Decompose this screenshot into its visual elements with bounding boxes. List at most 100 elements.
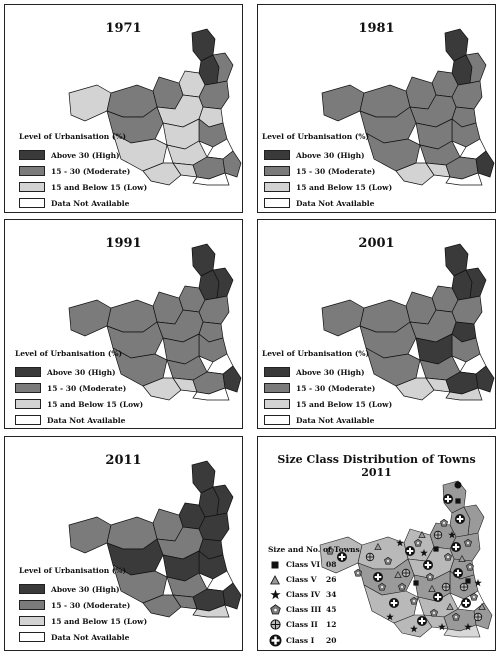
panel-title: 2001 [358, 236, 395, 251]
class-label: Class I [286, 636, 315, 645]
legend-row-low: 15 and Below 15 (Low) [19, 181, 147, 193]
district-sirsa [321, 299, 365, 337]
town-square-icon [433, 546, 439, 552]
town-pentagon-icon [426, 572, 434, 581]
legend-row-high: Above 30 (High) [264, 366, 365, 378]
town-circle-plus-icon [461, 598, 471, 608]
town-pentagon-icon [378, 582, 386, 591]
town-star-icon [474, 579, 482, 587]
class-label: Class V [286, 575, 317, 584]
town-circle-plus-icon [433, 592, 443, 602]
legend-row-na: Data Not Available [19, 197, 129, 209]
district-mewat [445, 387, 483, 401]
town-pentagon-icon [326, 546, 334, 555]
map-panel-1981: 1981 Level of Urbanisation (%) Above 30 … [257, 4, 496, 213]
size-class-row-v: Class V 26 [268, 574, 336, 585]
legend-label: Data Not Available [47, 415, 126, 425]
size-class-map [319, 480, 493, 638]
town-circle-plus-icon [389, 598, 399, 608]
town-circle-plus-icon [443, 494, 453, 504]
town-circle-plus-icon [453, 568, 463, 578]
legend-swatch [19, 632, 45, 642]
town-circle-plus-icon [451, 542, 461, 552]
legend-row-moderate: 15 - 30 (Moderate) [19, 165, 130, 177]
size-class-row-iv: Class IV 34 [268, 589, 336, 600]
district-bhiwani [365, 347, 421, 387]
legend-row-low: 15 and Below 15 (Low) [15, 398, 143, 410]
size-class-row-ii: Class II 12 [268, 619, 336, 630]
legend-title: Level of Urbanisation (%) [19, 566, 127, 575]
town-star-icon [396, 539, 404, 547]
town-pentagon-icon [398, 582, 406, 591]
district-sirsa [321, 84, 365, 122]
legend-swatch [15, 415, 41, 425]
district-faridabad [475, 150, 495, 178]
town-circle-cross-icon [473, 612, 483, 622]
legend-label: Data Not Available [296, 198, 375, 208]
town-circle-plus-icon [423, 560, 433, 570]
legend-row-low: 15 and Below 15 (Low) [19, 615, 147, 627]
legend-label: Above 30 (High) [51, 584, 120, 594]
district-mewat [192, 387, 230, 401]
legend-swatch [15, 367, 41, 377]
town-triangle-icon [458, 554, 466, 562]
legend-row-na: Data Not Available [264, 414, 374, 426]
town-triangle-icon [446, 602, 454, 610]
size-class-panel: Size Class Distribution of Towns 2011 Si… [257, 436, 496, 651]
district-mewat [192, 172, 230, 186]
size-class-title: Size Class Distribution of Towns 2011 [258, 453, 495, 479]
legend-label: Above 30 (High) [296, 150, 365, 160]
town-square-icon [455, 498, 461, 504]
district-faridabad [222, 365, 242, 393]
district-faridabad [475, 365, 495, 393]
legend-row-na: Data Not Available [15, 414, 125, 426]
circle-cross-icon [268, 619, 282, 630]
town-pentagon-icon [354, 568, 362, 577]
legend-label: Above 30 (High) [296, 367, 365, 377]
triangle-icon [268, 574, 282, 585]
district-bhiwani [112, 132, 168, 172]
class-label: Class III [286, 605, 322, 614]
town-pentagon-icon [440, 518, 448, 527]
map-panel-1991: 1991 Level of Urbanisation (%) Above 30 … [4, 219, 243, 429]
district-sirsa [68, 299, 112, 337]
town-circle-plus-icon [455, 514, 465, 524]
legend-title: Level of Urbanisation (%) [19, 132, 127, 141]
town-pentagon-icon [430, 608, 438, 617]
legend-swatch [19, 182, 45, 192]
town-circle-cross-icon [433, 530, 443, 540]
legend-swatch [19, 600, 45, 610]
legend-row-high: Above 30 (High) [19, 583, 120, 595]
legend-label: 15 and Below 15 (Low) [51, 616, 148, 626]
legend-row-na: Data Not Available [19, 631, 129, 643]
town-pentagon-icon [410, 596, 418, 605]
class-count: 26 [326, 575, 337, 584]
districts-group [68, 243, 242, 401]
legend-label: 15 - 30 (Moderate) [296, 166, 376, 176]
district-map-1981 [321, 28, 495, 186]
town-circle-plus-icon [337, 552, 347, 562]
legend-label: Above 30 (High) [47, 367, 116, 377]
legend-label: 15 and Below 15 (Low) [47, 399, 144, 409]
class-count: 08 [326, 560, 337, 569]
legend-row-high: Above 30 (High) [264, 149, 365, 161]
town-star-icon [410, 625, 418, 633]
town-triangle-icon [374, 542, 382, 550]
district-bhiwani [112, 564, 168, 604]
class-label: Class II [286, 620, 318, 629]
district-mewat [192, 604, 230, 618]
panel-title: 1981 [358, 21, 395, 36]
map-panel-2001: 2001 Level of Urbanisation (%) Above 30 … [257, 219, 496, 429]
districts-group [321, 28, 495, 186]
town-circle-plus-icon [417, 616, 427, 626]
legend-label: 15 and Below 15 (Low) [51, 182, 148, 192]
district-mewat [443, 624, 481, 638]
town-circle-cross-icon [401, 568, 411, 578]
legend-row-low: 15 and Below 15 (Low) [264, 398, 392, 410]
legend-label: Data Not Available [296, 415, 375, 425]
town-black-dot-icon [454, 481, 462, 489]
class-count: 45 [326, 605, 337, 614]
legend-label: 15 and Below 15 (Low) [296, 399, 393, 409]
legend-swatch [19, 616, 45, 626]
panel-title: 2011 [105, 453, 142, 468]
